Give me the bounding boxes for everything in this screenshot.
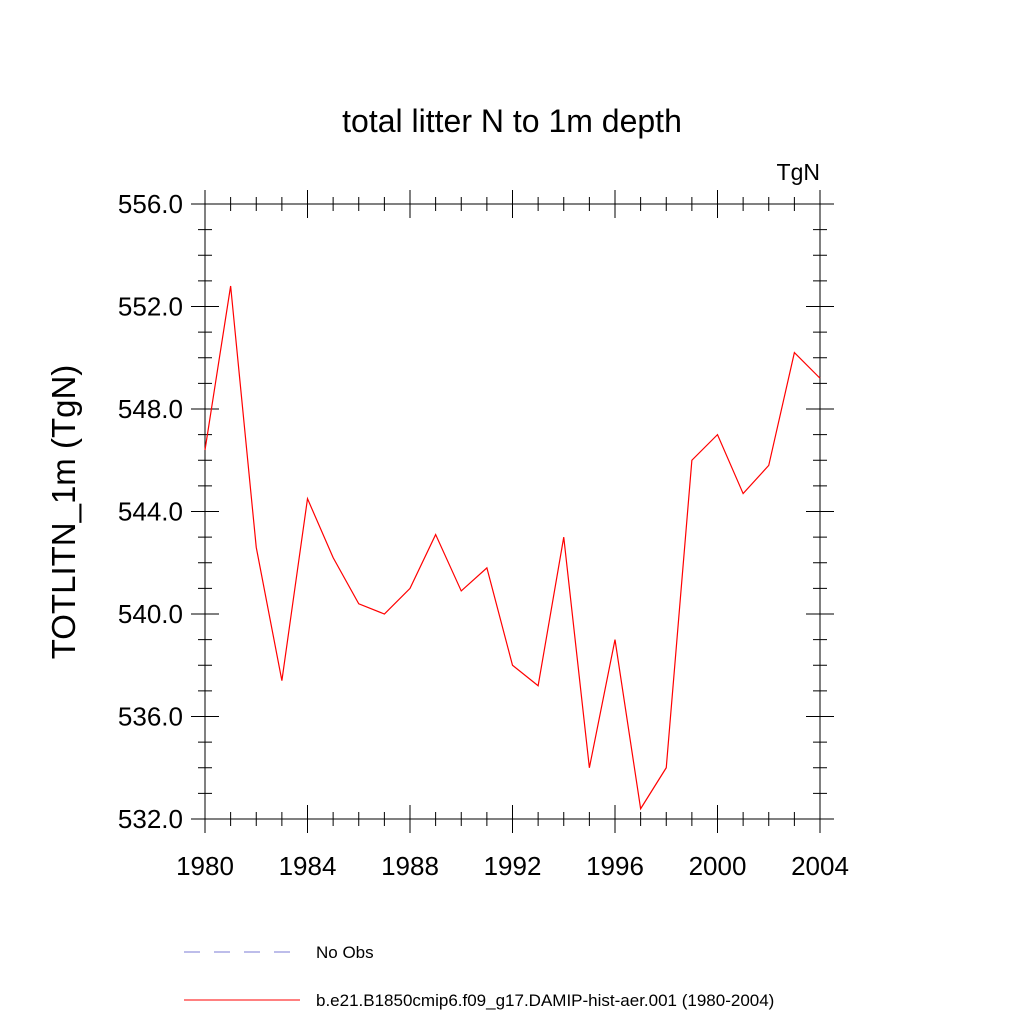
y-axis-title: TOTLITN_1m (TgN) <box>45 365 82 660</box>
units-label: TgN <box>777 159 820 185</box>
x-tick-label: 1992 <box>484 851 542 881</box>
x-tick-label: 1984 <box>279 851 337 881</box>
y-tick-label: 548.0 <box>118 394 183 424</box>
series-layer <box>204 285 821 811</box>
plot-axes: 1980 1984 1988 1992 1996 2000 2004 532.0 536.0 54… <box>118 189 849 881</box>
chart-title: total litter N to 1m depth <box>342 103 682 139</box>
y-tick-label: 532.0 <box>118 804 183 834</box>
y-tick-label: 556.0 <box>118 189 183 219</box>
x-tick-label: 1988 <box>381 851 439 881</box>
x-tick-label: 2004 <box>791 851 849 881</box>
y-tick-label: 544.0 <box>118 497 183 527</box>
plot-frame <box>204 203 821 820</box>
series-line-0 <box>204 285 821 811</box>
legend-label-0: No Obs <box>316 943 374 962</box>
y-tick-label: 540.0 <box>118 599 183 629</box>
legend: No Obs b.e21.B1850cmip6.f09_g17.DAMIP-his… <box>184 943 774 1010</box>
x-tick-label: 1980 <box>176 851 234 881</box>
y-tick-label: 552.0 <box>118 292 183 322</box>
x-tick-label: 1996 <box>586 851 644 881</box>
y-tick-label: 536.0 <box>118 702 183 732</box>
legend-label-1: b.e21.B1850cmip6.f09_g17.DAMIP-hist-aer.… <box>316 991 774 1010</box>
x-tick-label: 2000 <box>689 851 747 881</box>
